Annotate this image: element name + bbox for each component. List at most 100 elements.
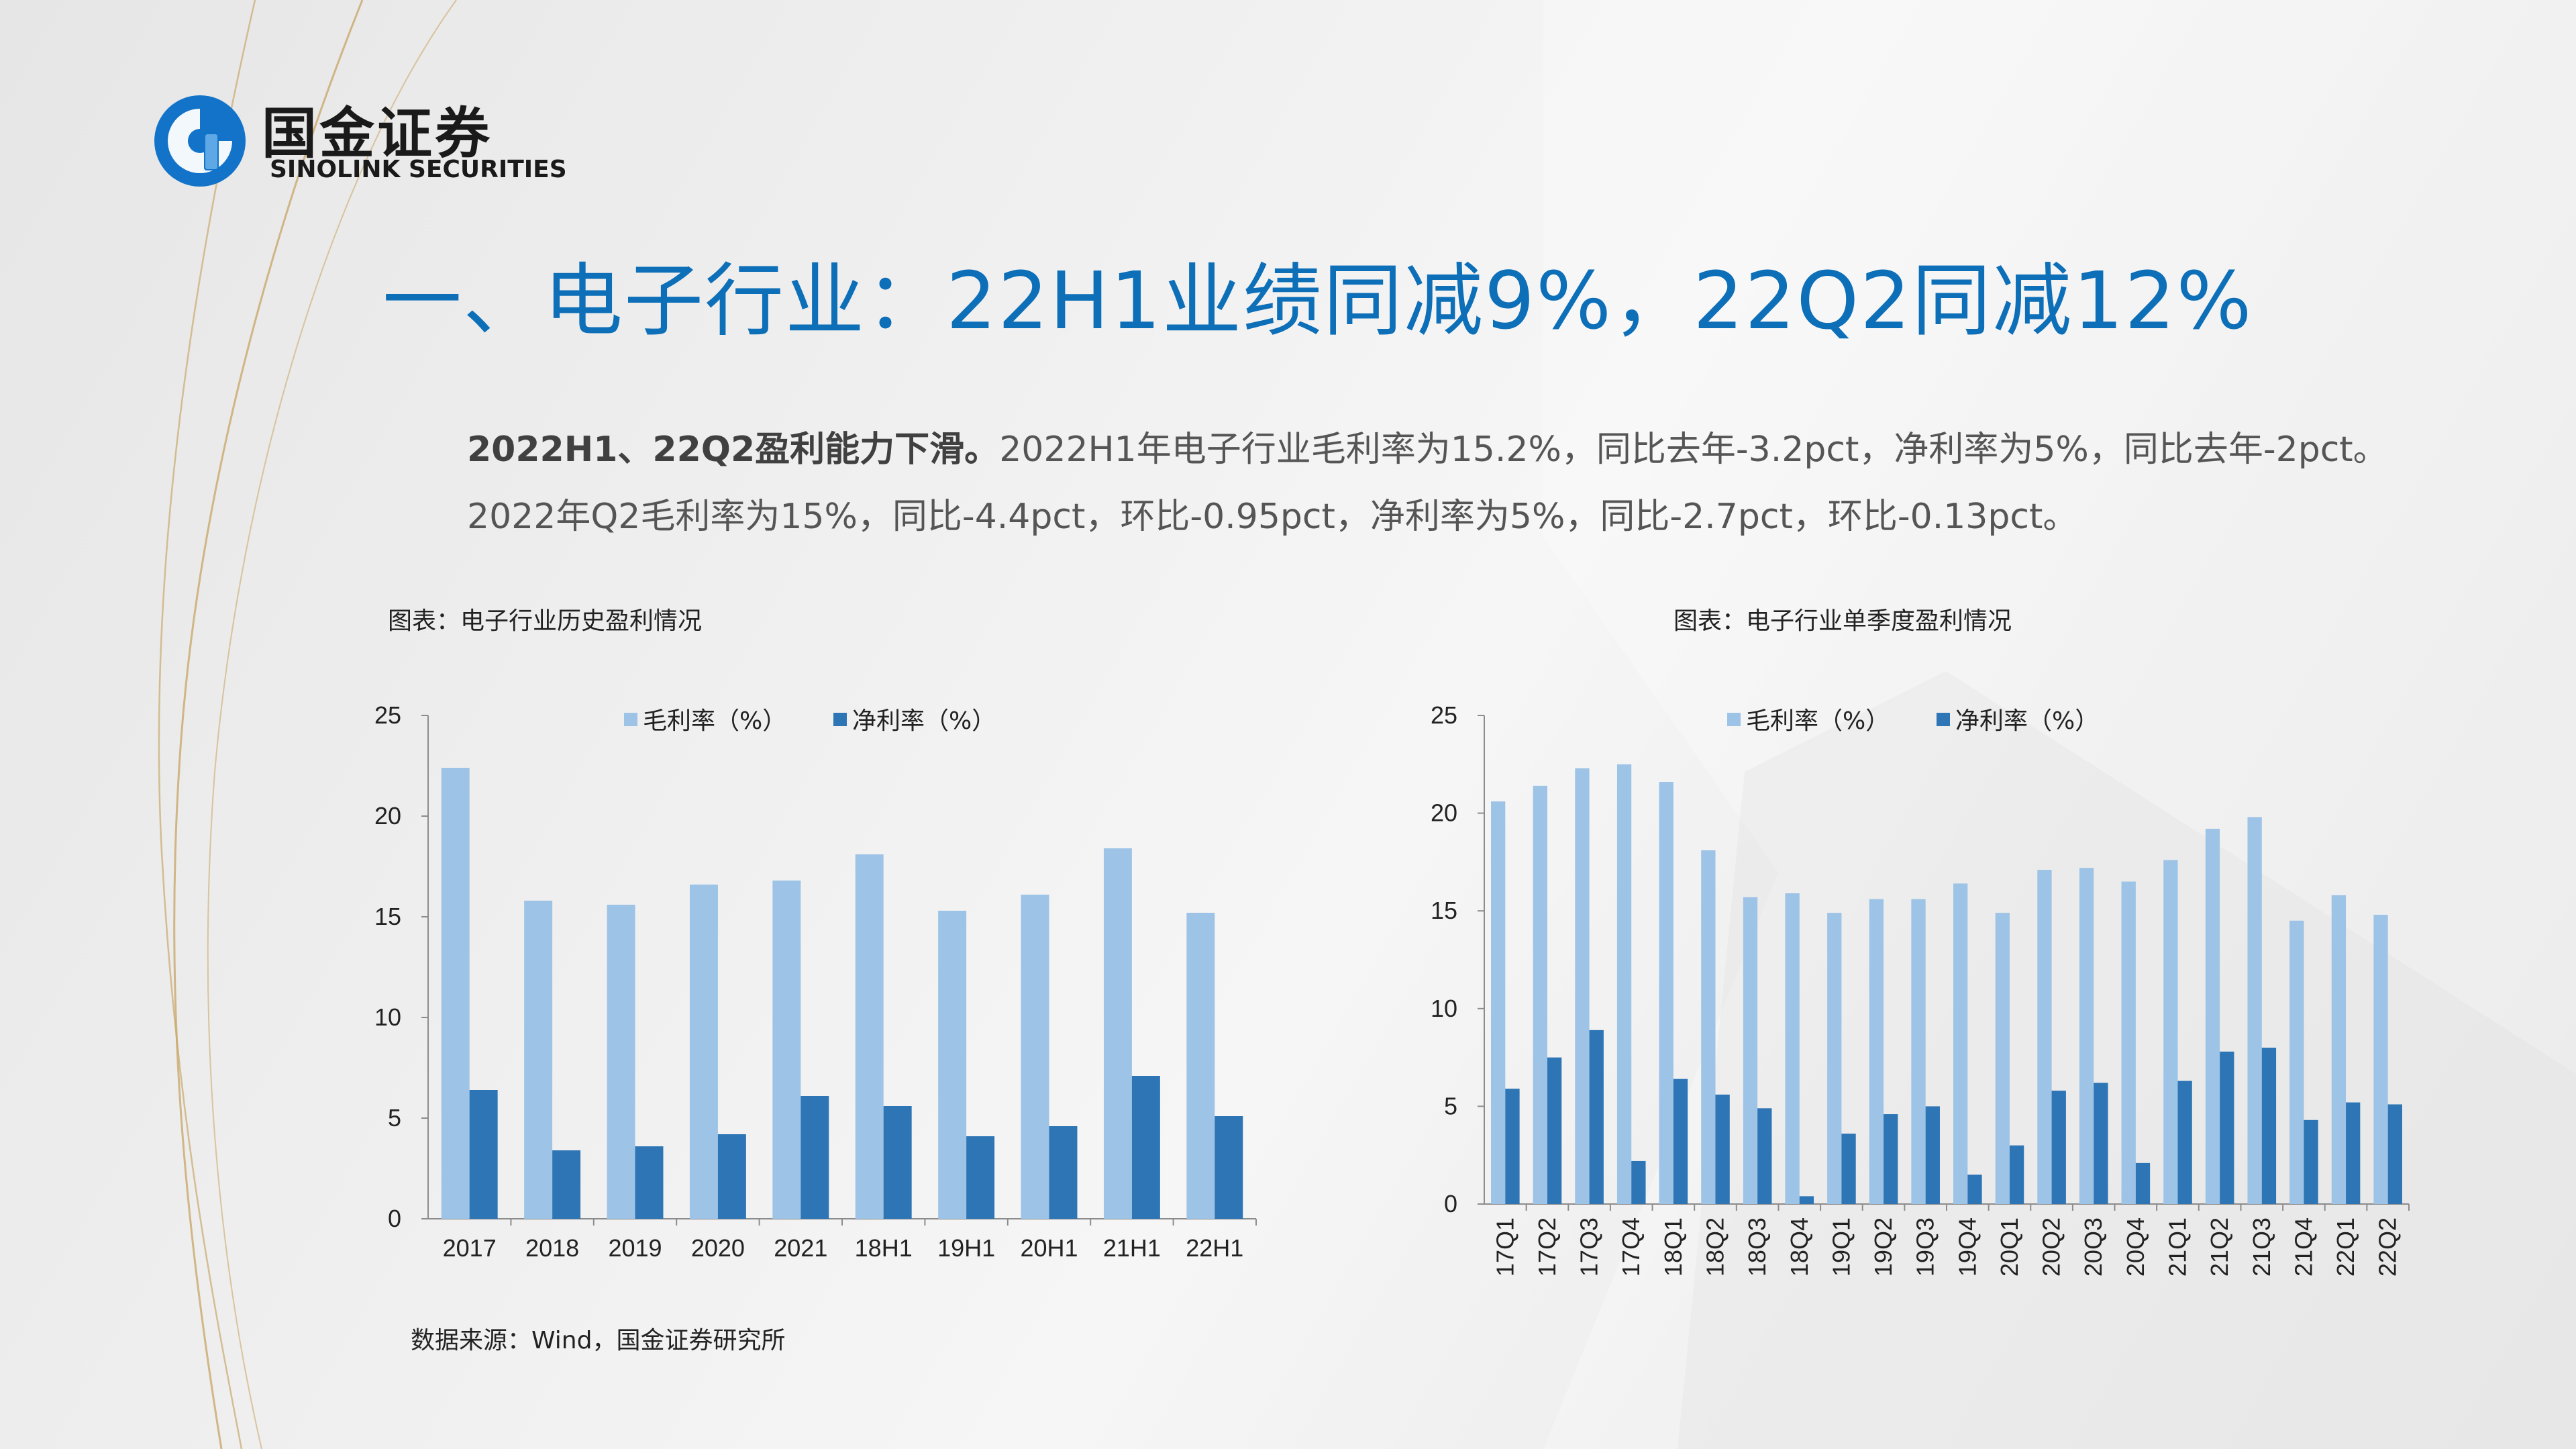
bar-net-margin-21Q1 [2177,1081,2192,1204]
bar-net-margin-19Q1 [1841,1134,1856,1204]
y-tick-label: 15 [1431,897,1457,924]
bar-net-margin-19H1 [966,1136,995,1219]
x-tick-label: 17Q2 [1533,1217,1561,1277]
bar-net-margin-20Q4 [2135,1162,2151,1204]
bar-gross-margin-18Q1 [1659,782,1673,1204]
bar-net-margin-21H1 [1131,1076,1160,1219]
x-tick-label: 21H1 [1103,1234,1161,1262]
bar-net-margin-21Q2 [2220,1051,2234,1204]
legend-label-1: 净利率（%） [1955,707,2099,735]
bar-gross-margin-21H1 [1103,848,1132,1219]
bar-gross-margin-17Q3 [1575,768,1590,1204]
logo-name-en: SINOLINK SECURITIES [270,156,567,183]
x-tick-label: 19Q4 [1953,1217,1981,1277]
x-tick-label: 17Q1 [1491,1217,1518,1277]
bar-gross-margin-19Q1 [1827,913,1842,1204]
bar-gross-margin-18Q2 [1701,850,1716,1204]
x-tick-label: 19H1 [937,1234,995,1262]
bar-gross-margin-17Q2 [1533,785,1547,1204]
bar-net-margin-2019 [635,1146,664,1219]
summary-lead: 2022H1、22Q2盈利能力下滑。 [467,430,1000,470]
bar-gross-margin-22Q1 [2331,895,2347,1204]
y-tick-label: 25 [1431,701,1457,729]
legend-label-0: 毛利率（%） [643,707,786,735]
bar-net-margin-20Q1 [2009,1145,2024,1204]
bar-gross-margin-19Q4 [1953,883,1968,1204]
x-tick-label: 17Q3 [1576,1217,1603,1277]
x-tick-label: 20H1 [1020,1234,1078,1262]
bar-net-margin-18Q2 [1715,1094,1730,1204]
bar-gross-margin-20Q1 [1995,913,2010,1204]
bar-gross-margin-20Q4 [2121,881,2136,1204]
bar-gross-margin-19Q3 [1911,899,1926,1204]
x-tick-label: 18Q1 [1659,1217,1687,1277]
summary-line-2: 2022年Q2毛利率为15%，同比-4.4pct，环比-0.95pct，净利率为… [467,497,2078,537]
x-tick-label: 18Q3 [1743,1217,1771,1277]
chart-2-caption: 图表：电子行业单季度盈利情况 [1673,607,2012,635]
y-tick-label: 0 [1444,1190,1457,1217]
legend-swatch-1 [833,713,847,726]
bar-net-margin-19Q2 [1884,1114,1898,1204]
bar-gross-margin-2020 [689,885,718,1219]
bar-net-margin-20H1 [1049,1126,1078,1219]
x-tick-label: 2018 [525,1234,579,1262]
bar-net-margin-21Q4 [2304,1119,2318,1204]
bar-gross-margin-19H1 [938,911,967,1219]
summary-line-1: 2022H1、22Q2盈利能力下滑。2022H1年电子行业毛利率为15.2%，同… [467,416,2534,483]
bar-gross-margin-17Q4 [1616,764,1632,1204]
page-title: 一、电子行业：22H1业绩同减9%，22Q2同减12% [382,254,2253,347]
bar-gross-margin-22Q2 [2373,915,2388,1204]
x-tick-label: 20Q1 [1996,1217,2023,1277]
x-tick-label: 21Q3 [2248,1217,2275,1277]
legend-swatch-1 [1937,713,1950,726]
bar-gross-margin-17Q1 [1491,801,1506,1204]
y-tick-label: 0 [388,1205,401,1232]
bar-net-margin-20Q3 [2094,1083,2108,1204]
summary-line-1-rest: 2022H1年电子行业毛利率为15.2%，同比去年-3.2pct，净利率为5%，… [999,430,2388,470]
y-tick-label: 20 [1431,799,1457,827]
x-tick-label: 21Q2 [2206,1217,2233,1277]
bar-net-margin-17Q1 [1505,1089,1520,1204]
company-logo: 国金证券 SINOLINK SECURITIES [153,89,582,196]
bar-gross-margin-21Q1 [2163,860,2178,1204]
data-source: 数据来源：Wind，国金证券研究所 [411,1327,786,1354]
bar-gross-margin-21Q3 [2247,817,2262,1204]
x-tick-label: 20Q2 [2038,1217,2065,1277]
x-tick-label: 17Q4 [1617,1217,1645,1277]
bar-gross-margin-18Q4 [1785,893,1800,1204]
chart-1-caption: 图表：电子行业历史盈利情况 [388,607,703,635]
y-tick-label: 5 [1444,1092,1457,1119]
bar-net-margin-2017 [469,1090,498,1219]
x-tick-label: 2019 [608,1234,662,1262]
bar-net-margin-17Q3 [1589,1030,1604,1204]
bar-gross-margin-20H1 [1021,895,1049,1219]
bar-net-margin-22Q1 [2346,1102,2361,1204]
y-tick-label: 5 [388,1104,401,1132]
y-tick-label: 20 [374,802,401,830]
bar-net-margin-22H1 [1215,1116,1243,1219]
bar-net-margin-2020 [717,1134,746,1219]
bar-gross-margin-2017 [441,768,470,1219]
bar-gross-margin-21Q4 [2289,920,2304,1204]
bar-gross-margin-2021 [772,881,801,1219]
y-tick-label: 15 [374,903,401,930]
bar-net-margin-19Q4 [1967,1175,1982,1204]
legend-label-1: 净利率（%） [852,707,996,735]
summary-text: 2022H1、22Q2盈利能力下滑。2022H1年电子行业毛利率为15.2%，同… [467,416,2534,550]
bar-net-margin-18Q3 [1757,1108,1772,1204]
x-tick-label: 22H1 [1186,1234,1243,1262]
x-tick-label: 22Q1 [2332,1217,2359,1277]
x-tick-label: 18Q2 [1702,1217,1729,1277]
x-tick-label: 20Q4 [2122,1217,2149,1277]
bar-net-margin-18Q1 [1673,1079,1688,1204]
x-tick-label: 18Q4 [1786,1217,1813,1277]
bar-gross-margin-2018 [524,901,553,1219]
bar-net-margin-20Q2 [2051,1091,2066,1204]
bar-gross-margin-20Q2 [2037,870,2052,1204]
legend-label-0: 毛利率（%） [1746,707,1890,735]
bar-net-margin-17Q2 [1547,1057,1562,1204]
x-tick-label: 21Q4 [2289,1217,2317,1277]
bar-net-margin-2021 [801,1096,829,1219]
